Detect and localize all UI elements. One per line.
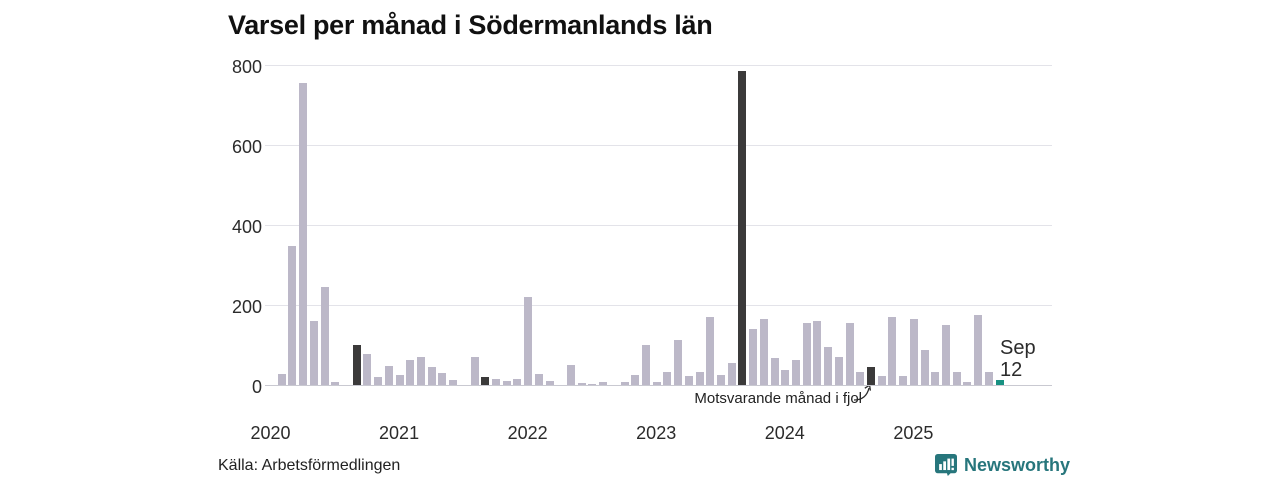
source-text: Källa: Arbetsförmedlingen	[218, 457, 401, 474]
bar-54	[845, 323, 854, 385]
bar-26	[545, 381, 554, 385]
bar-16	[438, 373, 447, 385]
bar-31	[599, 382, 608, 385]
bar-47	[770, 358, 779, 385]
bar-57	[877, 376, 886, 385]
bar-25	[534, 374, 543, 385]
bar-50	[802, 323, 811, 385]
bar-33	[620, 382, 629, 385]
bar-41	[706, 317, 715, 385]
y-tick-label-600: 600	[231, 137, 262, 157]
bar-29	[577, 383, 586, 385]
bar-4	[309, 321, 318, 385]
bar-24	[524, 297, 533, 385]
bar-58	[888, 317, 897, 385]
bar-14	[416, 357, 425, 385]
bar-60	[909, 319, 918, 385]
bar-62	[931, 371, 940, 385]
bar-52	[824, 347, 833, 385]
y-tick-label-800: 800	[231, 57, 262, 77]
current-month-label: Sep 12	[1000, 337, 1036, 381]
bar-28	[566, 365, 575, 385]
bar-5	[320, 287, 329, 385]
gridline-0	[265, 385, 1052, 386]
bar-15	[427, 367, 436, 385]
bar-34	[631, 375, 640, 385]
bar-43	[727, 363, 736, 385]
bar-38	[674, 339, 683, 385]
bar-49	[791, 360, 800, 385]
bar-3	[299, 83, 308, 385]
x-tick-label-2025: 2025	[893, 423, 934, 443]
bar-12	[395, 375, 404, 385]
bar-current-68	[995, 380, 1004, 385]
y-tick-label-400: 400	[231, 217, 262, 237]
bar-fjol-56	[866, 367, 875, 385]
x-tick-label-2020: 2020	[250, 423, 291, 443]
bar-65	[963, 381, 972, 385]
bar-22	[502, 381, 511, 385]
bar-64	[952, 371, 961, 385]
x-tick-label-2024: 2024	[764, 423, 805, 443]
bar-13	[406, 360, 415, 385]
bar-fjol-44	[738, 71, 747, 385]
bar-2	[288, 245, 297, 385]
newsworthy-icon	[935, 454, 957, 476]
bar-59	[899, 376, 908, 385]
annotation-fjol-label: Motsvarande månad i fjol	[694, 390, 862, 407]
gridline-600	[265, 145, 1052, 146]
bar-48	[781, 369, 790, 385]
current-month-value: 12	[1000, 359, 1023, 381]
bar-55	[856, 371, 865, 385]
bar-19	[470, 357, 479, 385]
bar-53	[834, 357, 843, 385]
bar-66	[974, 315, 983, 385]
bar-11	[384, 365, 393, 385]
current-month-name: Sep	[1000, 337, 1036, 359]
bar-17	[449, 380, 458, 385]
bar-63	[941, 325, 950, 385]
gridline-200	[265, 305, 1052, 306]
bar-1	[277, 374, 286, 385]
bar-39	[684, 375, 693, 385]
bar-fjol-20	[481, 377, 490, 385]
brand-logo: Newsworthy	[935, 454, 1070, 476]
x-tick-label-2021: 2021	[379, 423, 420, 443]
bar-10	[374, 377, 383, 385]
bar-40	[695, 372, 704, 385]
bar-9	[363, 353, 372, 385]
bar-23	[513, 379, 522, 385]
bar-42	[716, 375, 725, 385]
gridline-400	[265, 225, 1052, 226]
bar-21	[491, 379, 500, 385]
bar-45	[749, 329, 758, 385]
gridline-800	[265, 65, 1052, 66]
bar-61	[920, 350, 929, 385]
bar-fjol-8	[352, 345, 361, 385]
bar-35	[641, 345, 650, 385]
bar-46	[759, 319, 768, 385]
x-tick-label-2022: 2022	[507, 423, 548, 443]
bar-6	[331, 382, 340, 385]
y-tick-label-0: 0	[251, 377, 262, 397]
chart-title: Varsel per månad i Södermanlands län	[228, 10, 713, 40]
brand-name: Newsworthy	[964, 454, 1071, 475]
bar-30	[588, 383, 597, 385]
bar-37	[663, 372, 672, 385]
bar-51	[813, 321, 822, 385]
y-tick-label-200: 200	[231, 297, 262, 317]
bar-67	[984, 371, 993, 385]
bar-36	[652, 381, 661, 385]
x-tick-label-2023: 2023	[636, 423, 677, 443]
